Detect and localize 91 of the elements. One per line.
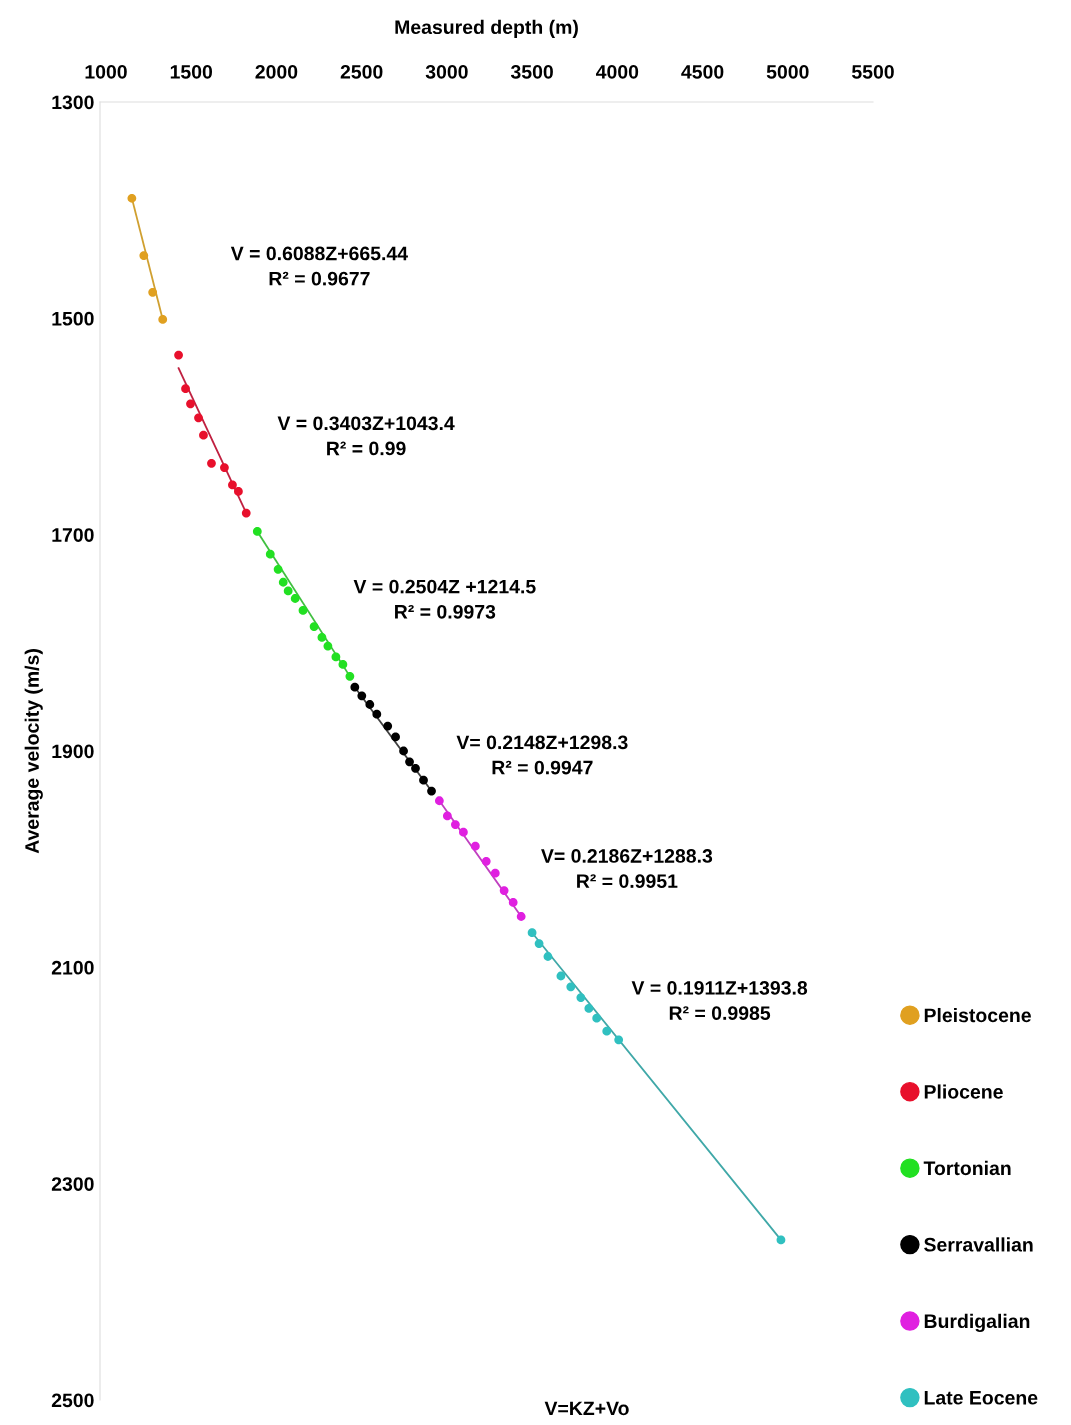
point (614, 1035, 624, 1045)
text: V=KZ+Vo (544, 1401, 629, 1416)
point (265, 549, 275, 559)
point (490, 868, 500, 878)
point (278, 577, 288, 587)
point (252, 527, 262, 536)
point (357, 691, 367, 701)
point (427, 786, 436, 796)
y-tick-label: 2100 (51, 960, 94, 975)
point (194, 413, 203, 423)
point (543, 952, 553, 961)
point (399, 746, 408, 756)
point (584, 1004, 594, 1013)
point (527, 928, 537, 938)
legend-label: Pleistocene (924, 1007, 1031, 1023)
point (434, 796, 444, 806)
y-tick-label: 1900 (52, 744, 94, 759)
point (345, 671, 355, 681)
point (516, 912, 526, 921)
point (158, 315, 168, 324)
point (451, 820, 460, 829)
point (199, 430, 208, 440)
point (508, 898, 518, 907)
legend-label: Tortonian (923, 1160, 1011, 1176)
point (372, 709, 382, 719)
point (566, 982, 576, 992)
point (331, 652, 341, 662)
point (174, 350, 183, 360)
x-tick-label: 1500 (170, 64, 213, 79)
point (411, 763, 420, 773)
point (576, 993, 586, 1003)
point (283, 586, 293, 596)
point (602, 1026, 612, 1036)
x-tick-label: 2000 (255, 64, 298, 79)
point (481, 856, 491, 866)
point (405, 757, 414, 767)
annotation: V= 0.2148Z+1298.3 R² = 0.9947 (456, 735, 628, 775)
annotation: V = 0.6088Z+665.44 R² = 0.9677 (230, 246, 408, 286)
point (350, 682, 360, 692)
point (776, 1235, 786, 1245)
point (228, 480, 237, 490)
x-tick-label: 3000 (425, 64, 468, 79)
point (241, 508, 251, 518)
point (323, 641, 333, 651)
point (220, 463, 229, 472)
point (273, 564, 283, 574)
y-tick-label: 2500 (51, 1393, 94, 1408)
x-axis-title: Measured depth (m) (395, 19, 578, 38)
annotation: V = 0.2504Z +1214.5 R² = 0.9973 (353, 579, 536, 619)
x-tick-label: 4500 (681, 64, 724, 79)
point (127, 193, 137, 203)
point (309, 622, 319, 631)
annotation: V = 0.1911Z+1393.8 R² = 0.9985 (631, 981, 808, 1020)
point (499, 886, 509, 895)
y-axis-title: Average velocity (m/s) (24, 649, 43, 854)
point (391, 732, 400, 742)
point (181, 384, 190, 394)
point (556, 971, 566, 981)
legend-label: Serravallian (924, 1237, 1033, 1252)
point (592, 1013, 602, 1023)
x-tick-label: 5500 (851, 64, 894, 79)
point (317, 633, 327, 642)
x-tick-label: 1000 (85, 64, 127, 79)
legend-label: Pliocene (924, 1084, 1003, 1099)
x-tick-label: 5000 (766, 64, 809, 79)
y-tick-label: 1500 (52, 311, 94, 326)
y-tick-label: 1700 (52, 528, 94, 542)
x-tick-label: 4000 (595, 64, 639, 79)
point (534, 939, 544, 948)
point (442, 811, 452, 821)
legend-label: Late Eocene (924, 1391, 1038, 1405)
point (186, 399, 195, 409)
annotation: V = 0.3403Z+1043.4 R² = 0.99 (277, 416, 455, 456)
point (234, 487, 243, 496)
point (139, 251, 149, 260)
point (383, 721, 393, 731)
point (207, 458, 216, 468)
x-tick-label: 2500 (340, 64, 383, 79)
point (459, 827, 468, 837)
x-tick-label: 3500 (510, 64, 553, 79)
point (298, 605, 308, 615)
point (470, 841, 480, 851)
legend-label: Burdigalian (924, 1313, 1030, 1332)
point (338, 660, 348, 669)
point (419, 775, 428, 785)
point (290, 594, 300, 603)
point (148, 287, 158, 297)
annotation: V= 0.2186Z+1288.3 R² = 0.9951 (541, 849, 713, 889)
y-tick-label: 2300 (51, 1177, 94, 1191)
point (365, 700, 375, 709)
y-tick-label: 1300 (52, 95, 94, 110)
